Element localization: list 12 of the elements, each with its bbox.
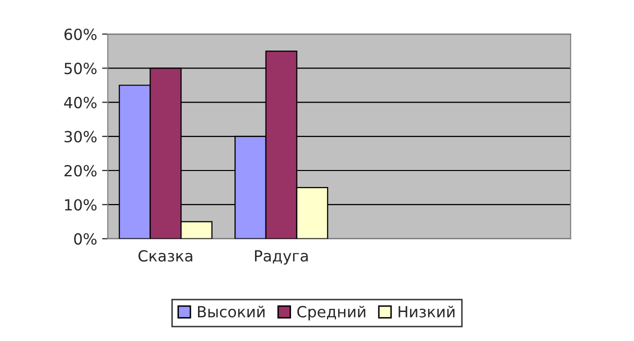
y-tick-label: 50% <box>64 62 97 74</box>
y-tick-label: 40% <box>64 96 97 108</box>
x-tick-label: Радуга <box>255 250 308 265</box>
y-tick-label: 0% <box>74 233 97 245</box>
y-tick-label: 60% <box>64 28 97 40</box>
legend-label: Средний <box>297 306 366 320</box>
legend-label: Низкий <box>398 306 454 318</box>
x-tick-label: Сказка <box>138 250 192 262</box>
legend-label: Высокий <box>198 306 265 318</box>
y-tick-label: 20% <box>64 164 97 177</box>
y-tick-label: 30% <box>64 130 97 142</box>
y-tick-label: 10% <box>65 199 97 211</box>
